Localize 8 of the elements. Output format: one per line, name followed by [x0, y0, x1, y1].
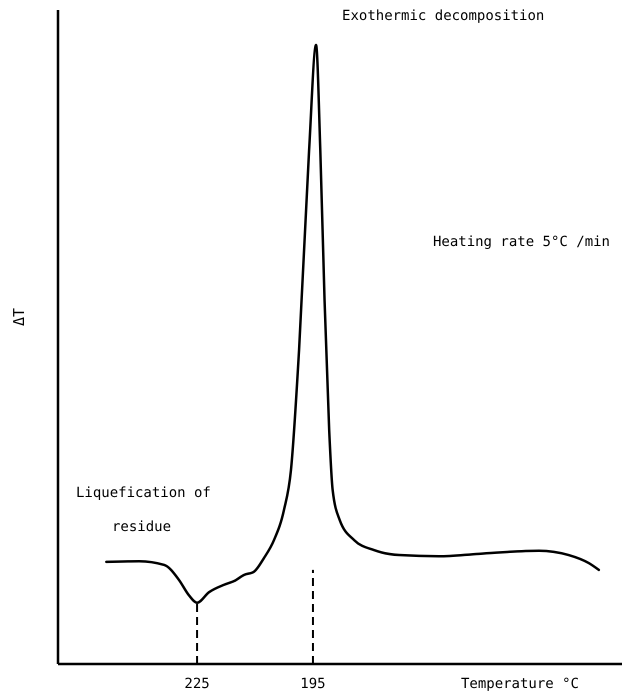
- x-axis-title: Temperature °C: [460, 676, 580, 692]
- annotation: Liquefication of: [76, 485, 211, 501]
- y-axis-title: ΔT: [10, 308, 28, 326]
- x-tick-label: 225: [184, 676, 210, 692]
- x-tick-label: 195: [300, 676, 326, 692]
- annotation: residue: [112, 519, 172, 535]
- annotation: Exothermic decomposition: [342, 8, 544, 24]
- annotation: Heating rate 5°C /min: [432, 234, 610, 250]
